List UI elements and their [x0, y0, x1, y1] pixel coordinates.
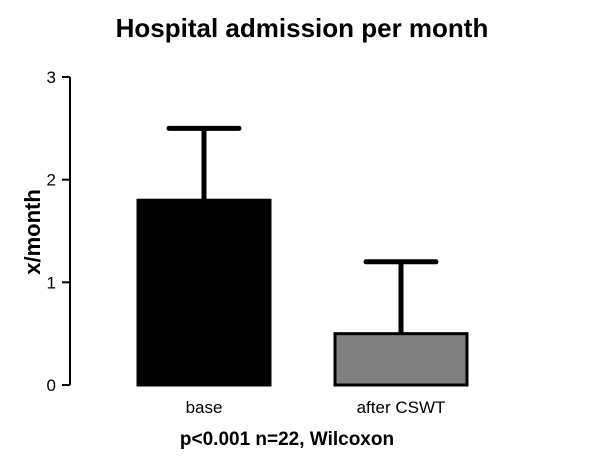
bars [136, 198, 469, 387]
x-category-label: base [186, 398, 223, 417]
x-category-label: after CSWT [357, 398, 446, 417]
bar [333, 332, 469, 387]
x-categories: base after CSWT [186, 398, 446, 417]
chart-title: Hospital admission per month [116, 13, 489, 43]
y-axis-label: x/month [20, 189, 45, 275]
y-tick-label: 0 [47, 376, 56, 395]
bar [136, 198, 272, 387]
y-tick-label: 2 [47, 171, 56, 190]
y-tick-label: 3 [47, 68, 56, 87]
error-bars [166, 125, 439, 334]
y-tick-label: 1 [47, 273, 56, 292]
x-axis-label: p<0.001 n=22, Wilcoxon [180, 429, 394, 450]
y-ticks: 0 1 2 3 [47, 68, 70, 395]
